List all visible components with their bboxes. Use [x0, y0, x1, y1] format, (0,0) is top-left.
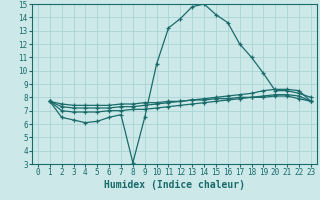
X-axis label: Humidex (Indice chaleur): Humidex (Indice chaleur) — [104, 180, 245, 190]
